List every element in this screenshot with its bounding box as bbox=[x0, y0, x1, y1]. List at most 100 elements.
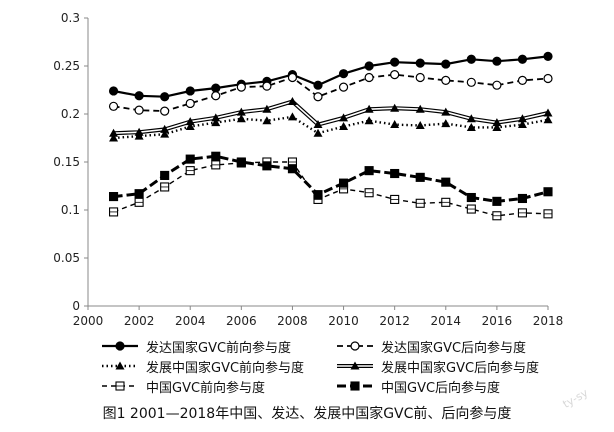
data-point bbox=[364, 116, 374, 125]
series-line bbox=[113, 154, 549, 203]
data-point bbox=[517, 120, 527, 129]
data-point bbox=[108, 101, 119, 111]
legend-label: 发达国家GVC后向参与度 bbox=[381, 340, 527, 356]
data-point bbox=[466, 122, 476, 131]
data-point bbox=[236, 82, 246, 92]
data-point bbox=[236, 114, 246, 123]
legend-item-china-backward: 中国GVC后向参与度 bbox=[335, 377, 570, 396]
data-point bbox=[287, 164, 297, 174]
data-point bbox=[350, 361, 360, 370]
data-point bbox=[115, 361, 125, 370]
y-axis-ticks: 0 0.05 0.1 0.15 0.2 0.25 0.3 bbox=[53, 11, 88, 313]
data-point bbox=[543, 115, 553, 124]
series-line bbox=[113, 115, 549, 140]
x-tick-label: 2014 bbox=[431, 314, 462, 328]
data-point bbox=[441, 119, 451, 128]
data-point bbox=[543, 108, 553, 117]
legend-label: 中国GVC前向参与度 bbox=[146, 380, 266, 396]
data-point bbox=[109, 133, 119, 142]
x-tick-label: 2008 bbox=[277, 314, 308, 328]
data-point bbox=[390, 103, 400, 112]
data-point bbox=[134, 189, 144, 199]
data-point bbox=[338, 69, 349, 79]
data-point bbox=[441, 75, 451, 86]
data-point bbox=[517, 193, 527, 204]
data-point bbox=[313, 92, 323, 102]
series-4 bbox=[109, 157, 553, 221]
data-point bbox=[415, 58, 425, 68]
legend-label: 发展中国家GVC后向参与度 bbox=[381, 360, 540, 376]
data-point bbox=[160, 124, 170, 133]
series-2 bbox=[109, 112, 553, 142]
data-point bbox=[543, 73, 553, 84]
data-point bbox=[287, 97, 297, 106]
y-tick-label: 0.2 bbox=[61, 107, 80, 121]
data-point bbox=[109, 192, 119, 202]
legend-swatch bbox=[337, 361, 373, 370]
data-point bbox=[415, 104, 425, 113]
data-point bbox=[236, 107, 246, 116]
data-point bbox=[543, 51, 553, 62]
data-point bbox=[313, 190, 323, 200]
x-axis-ticks: 2000 2002 2004 2006 2008 2010 2012 2014 2016 2018 bbox=[73, 306, 564, 328]
x-tick-label: 2006 bbox=[226, 314, 257, 328]
data-point bbox=[543, 187, 553, 197]
data-point bbox=[492, 56, 502, 66]
x-tick-label: 2002 bbox=[124, 314, 155, 328]
data-point bbox=[211, 83, 221, 93]
data-point bbox=[364, 104, 374, 113]
legend-swatch bbox=[102, 381, 138, 391]
data-point bbox=[492, 122, 502, 131]
data-point bbox=[339, 113, 349, 122]
data-point bbox=[390, 70, 400, 80]
x-tick-label: 2018 bbox=[533, 314, 564, 328]
series-line-inner bbox=[113, 100, 549, 134]
series-1 bbox=[108, 70, 553, 116]
data-point bbox=[185, 86, 195, 96]
y-tick-label: 0.15 bbox=[53, 155, 80, 169]
data-point bbox=[350, 381, 360, 391]
x-tick-label: 2004 bbox=[175, 314, 206, 328]
data-point bbox=[211, 151, 221, 161]
data-point bbox=[466, 77, 476, 87]
y-tick-label: 0.25 bbox=[53, 59, 80, 73]
series-3 bbox=[109, 97, 553, 137]
data-point bbox=[134, 91, 144, 101]
data-point bbox=[441, 59, 451, 69]
data-point bbox=[108, 86, 119, 96]
data-point bbox=[160, 129, 170, 138]
chart-series bbox=[108, 51, 553, 221]
data-point bbox=[415, 72, 425, 83]
data-point bbox=[364, 166, 374, 176]
x-tick-label: 2010 bbox=[328, 314, 359, 328]
data-point bbox=[350, 341, 360, 351]
legend-swatch bbox=[337, 381, 373, 391]
data-point bbox=[160, 106, 170, 116]
data-point bbox=[134, 105, 144, 115]
x-tick-label: 2012 bbox=[379, 314, 410, 328]
data-point bbox=[466, 192, 476, 203]
legend-swatch bbox=[337, 341, 373, 351]
figure-caption: 图1 2001—2018年中国、发达、发展中国家GVC前、后向参与度 bbox=[102, 406, 512, 422]
data-point bbox=[364, 61, 374, 71]
data-point bbox=[492, 118, 502, 127]
data-point bbox=[517, 54, 528, 64]
data-point bbox=[313, 80, 323, 90]
data-point bbox=[466, 54, 476, 64]
data-point bbox=[313, 120, 323, 129]
y-tick-label: 0.3 bbox=[61, 11, 80, 25]
data-point bbox=[339, 121, 349, 130]
data-point bbox=[339, 178, 349, 188]
data-point bbox=[185, 154, 195, 164]
data-point bbox=[415, 121, 425, 130]
legend-label: 发展中国家GVC前向参与度 bbox=[146, 360, 305, 376]
data-point bbox=[492, 196, 502, 206]
data-point bbox=[492, 80, 502, 90]
data-point bbox=[517, 75, 528, 86]
data-point bbox=[287, 72, 298, 83]
data-point bbox=[262, 81, 272, 91]
data-point bbox=[390, 168, 400, 179]
x-tick-label: 2016 bbox=[482, 314, 513, 328]
data-point bbox=[390, 120, 400, 129]
